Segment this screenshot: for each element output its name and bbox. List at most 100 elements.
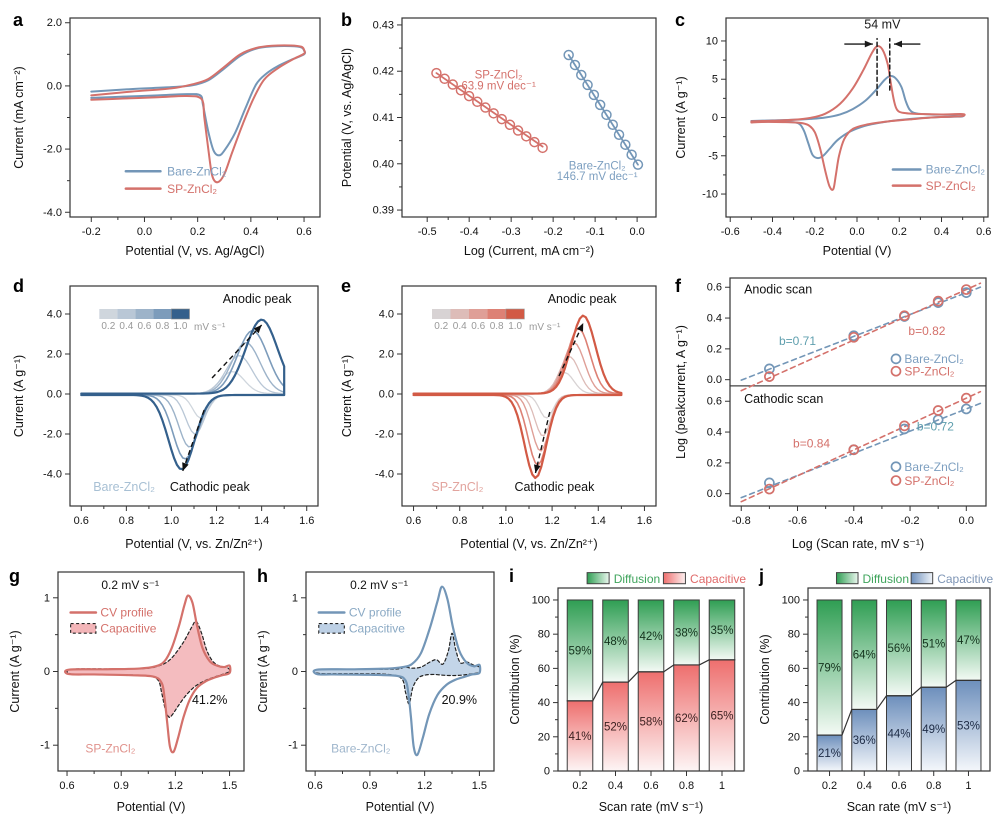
panel-a-chart: -0.2 0.0 0.2 0.4 0.6 -4.0 -2.0 0.0 2.0 Potential … <box>12 10 321 258</box>
annotation-text: 0.2 mV s⁻¹ <box>350 578 408 592</box>
panel-a-series-bare-zncl2-cv <box>90 45 307 157</box>
panel-c-series-sp-cv <box>750 45 966 191</box>
panel-i-series-contribution-bars: 41% 59% 52% 48% 58% 42% 62% 38% 65% 35% <box>566 599 736 772</box>
panel-d-axes: 0.6 0.8 1.0 1.2 1.4 1.6 -4.0 -2.0 0.0 2.0 4.0 Poten… <box>12 309 314 552</box>
panel-j-series-contribution-bars: 21% 79% 36% 64% 44% 56% 49% 51% 53% 47% <box>816 599 982 772</box>
arrow-head-icon <box>182 462 189 471</box>
x-axis-label: Log (Scan rate, mV s⁻¹) <box>792 537 924 551</box>
y-axis-label: Current (A g⁻¹) <box>674 76 688 158</box>
legend-swatch <box>99 309 118 319</box>
panel-f-series-anodic-fit-bare <box>740 286 982 381</box>
annotation-text: 146.7 mV dec⁻¹ <box>557 171 638 183</box>
annotation-text: 1.0 <box>508 321 522 332</box>
annotation-text: Bare-ZnCl₂ <box>93 480 155 494</box>
bar-diffusion-segment <box>920 599 947 688</box>
x-tick-label: 1.4 <box>591 515 606 527</box>
y-tick-label: 0 <box>544 766 550 778</box>
x-tick-label: -0.4 <box>844 515 863 527</box>
annotation-text: Bare-ZnCl₂ <box>926 163 986 177</box>
panel-f-series-anodic-fit-sp <box>740 282 982 392</box>
bar-value-label: 38% <box>675 627 698 639</box>
bar-value-label: 48% <box>604 636 627 648</box>
panel-g-series-cv-profile <box>64 594 232 754</box>
y-axis-label: Current (A g⁻¹) <box>256 630 270 712</box>
y-tick-label: 10 <box>706 35 718 47</box>
y-tick-label: 1 <box>292 592 298 604</box>
y-tick-label: -1 <box>288 740 298 752</box>
arrow-head-icon <box>864 40 873 48</box>
y-tick-label: 0.0 <box>379 389 394 401</box>
y-tick-label: 60 <box>788 663 800 675</box>
y-axis-label: Current (A g⁻¹) <box>8 630 22 712</box>
x-axis-label: Potential (V) <box>823 244 892 258</box>
y-tick-label: 100 <box>782 594 800 606</box>
x-tick-label: -0.2 <box>901 515 920 527</box>
y-tick-label: 0.43 <box>373 19 394 31</box>
annotation-text: SP-ZnCl₂ <box>926 179 976 193</box>
panel-f-series-legend-dot-anodic-sp <box>890 365 902 377</box>
panel-letter-j: j <box>758 566 764 586</box>
x-tick-label: 0.4 <box>608 780 623 792</box>
arrow-head-icon <box>893 40 902 48</box>
y-tick-label: 0 <box>712 112 718 124</box>
y-axis-label: Log (peakcurrent, A g⁻¹) <box>674 325 688 459</box>
legend-swatch <box>432 309 451 319</box>
y-tick-label: 2.0 <box>47 17 62 29</box>
annotation-text: SP-ZnCl₂ <box>167 182 217 196</box>
x-axis-label: Potential (V, vs. Zn/Zn²⁺) <box>125 537 262 551</box>
annotation-text: 63.9 mV dec⁻¹ <box>461 80 536 92</box>
bar-capacitive-segment <box>920 686 947 772</box>
bar-value-label: 36% <box>853 735 876 747</box>
y-axis-label: Current (A g⁻¹) <box>340 355 354 437</box>
panel-b-series-bare-tafel-fit <box>567 54 639 166</box>
annotation-text: 0.4 <box>453 321 467 332</box>
annotation-text: b=0.82 <box>908 324 945 338</box>
y-tick-label: 0.4 <box>707 427 722 439</box>
panel-letter-a: a <box>13 10 24 30</box>
arrow-head-icon <box>576 323 584 332</box>
annotation-text: Cathodic peak <box>170 480 251 494</box>
annotation-text: Capacitive <box>937 572 993 586</box>
annotation-text: 0.2 <box>101 321 115 332</box>
y-tick-label: 80 <box>788 629 800 641</box>
x-tick-label: 0.0 <box>629 226 644 238</box>
panel-f-series-cathodic-fit-bare <box>740 402 982 499</box>
annotation-text: SP-ZnCl₂ <box>431 480 483 494</box>
annotation-text: Anodic peak <box>223 292 293 306</box>
plot-frame <box>807 587 991 772</box>
bar-value-label: 53% <box>957 721 980 733</box>
bar-value-label: 59% <box>568 645 591 657</box>
y-tick-label: 2.0 <box>47 349 62 361</box>
bar-value-label: 58% <box>639 716 662 728</box>
annotation-text: SP-ZnCl₂ <box>904 474 954 488</box>
y-tick-label: 0.0 <box>707 488 722 500</box>
bar-value-label: 41% <box>568 731 591 743</box>
x-tick-label: 1.4 <box>254 515 269 527</box>
panel-h-series-cv-profile <box>312 585 482 757</box>
x-tick-label: 0.9 <box>114 780 129 792</box>
y-tick-label: 0.42 <box>373 66 394 78</box>
annotation-text: 0.6 <box>471 321 485 332</box>
y-tick-label: 2.0 <box>379 349 394 361</box>
y-tick-label: 20 <box>788 731 800 743</box>
x-tick-label: 1.0 <box>498 515 513 527</box>
x-tick-label: 0.8 <box>926 780 941 792</box>
panel-letter-e: e <box>341 276 351 296</box>
annotation-text: 20.9% <box>442 693 477 707</box>
panel-b-axes: -0.5 -0.4 -0.3 -0.2 -0.1 0.0 0.39 0.40 0.41 0.42 0… <box>340 19 645 258</box>
legend-swatch <box>487 309 506 319</box>
x-tick-label: 0.2 <box>892 226 907 238</box>
legend-swatch <box>117 309 136 319</box>
bar-value-label: 42% <box>639 631 662 643</box>
plot-frame <box>305 571 495 772</box>
panel-c-arrow <box>844 40 873 48</box>
bar-diffusion-segment <box>566 599 594 702</box>
panel-h-chart: 0.6 0.9 1.2 1.5 -1 0 1 Potential (V) Current (A … <box>256 566 495 814</box>
x-tick-label: -0.2 <box>82 226 101 238</box>
legend-swatch <box>450 309 469 319</box>
bar-capacitive-segment <box>885 695 913 772</box>
x-tick-label: 0.6 <box>296 226 311 238</box>
x-tick-label: 0.6 <box>643 780 658 792</box>
annotation-text: CV profile <box>349 606 402 620</box>
x-tick-label: -0.8 <box>732 515 751 527</box>
